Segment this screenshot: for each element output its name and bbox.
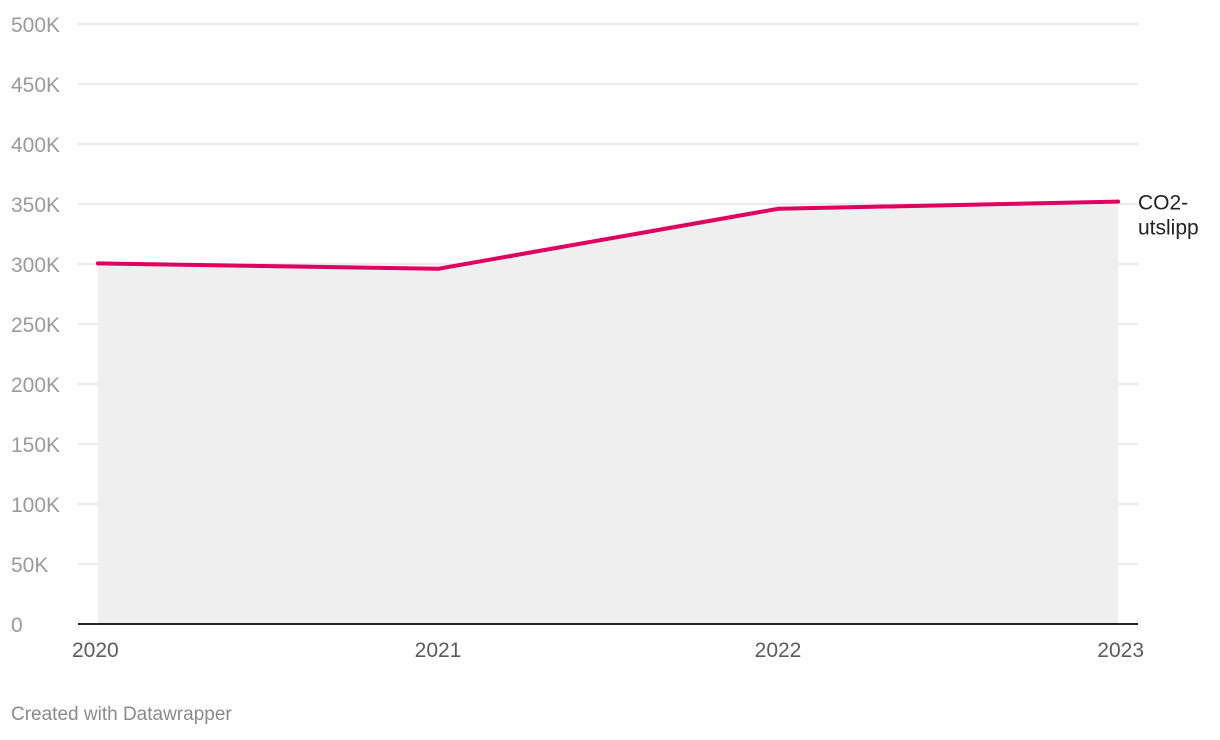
y-tick-label-350K: 350K bbox=[11, 194, 60, 217]
x-tick-label-2022: 2022 bbox=[755, 639, 802, 662]
area-fill-group bbox=[98, 201, 1118, 624]
series-label-line-1: utslipp bbox=[1138, 217, 1199, 240]
data-point-2023 bbox=[1116, 199, 1120, 204]
y-tick-label-400K: 400K bbox=[11, 134, 60, 157]
x-axis-tick-labels: 2020 2021 2022 2023 bbox=[72, 639, 1144, 662]
x-tick-label-2020: 2020 bbox=[72, 639, 119, 662]
series-line-group bbox=[96, 199, 1120, 271]
datawrapper-credit: Created with Datawrapper bbox=[11, 704, 232, 725]
y-tick-label-50K: 50K bbox=[11, 554, 48, 577]
data-point-2021 bbox=[436, 266, 440, 271]
y-tick-label-150K: 150K bbox=[11, 434, 60, 457]
series-label-0: CO2-utslipp bbox=[1138, 192, 1199, 240]
x-tick-label-2021: 2021 bbox=[415, 639, 462, 662]
series-line-0 bbox=[96, 199, 1120, 271]
data-point-2020 bbox=[96, 261, 100, 266]
y-tick-label-200K: 200K bbox=[11, 374, 60, 397]
data-point-2022 bbox=[776, 206, 780, 211]
y-tick-label-300K: 300K bbox=[11, 254, 60, 277]
y-tick-label-100K: 100K bbox=[11, 494, 60, 517]
series-label-line-0: CO2- bbox=[1138, 192, 1188, 215]
area-fill-series-0 bbox=[98, 201, 1118, 624]
series-label-group: CO2-utslipp bbox=[1138, 192, 1199, 240]
y-axis-tick-labels: 0 50K 100K 150K 200K 250K 300K 350K 400K 450K 500K bbox=[11, 14, 60, 637]
y-tick-label-250K: 250K bbox=[11, 314, 60, 337]
y-tick-label-500K: 500K bbox=[11, 14, 60, 37]
y-tick-label-0: 0 bbox=[11, 614, 23, 637]
y-tick-label-450K: 450K bbox=[11, 74, 60, 97]
x-tick-label-2023: 2023 bbox=[1097, 639, 1144, 662]
